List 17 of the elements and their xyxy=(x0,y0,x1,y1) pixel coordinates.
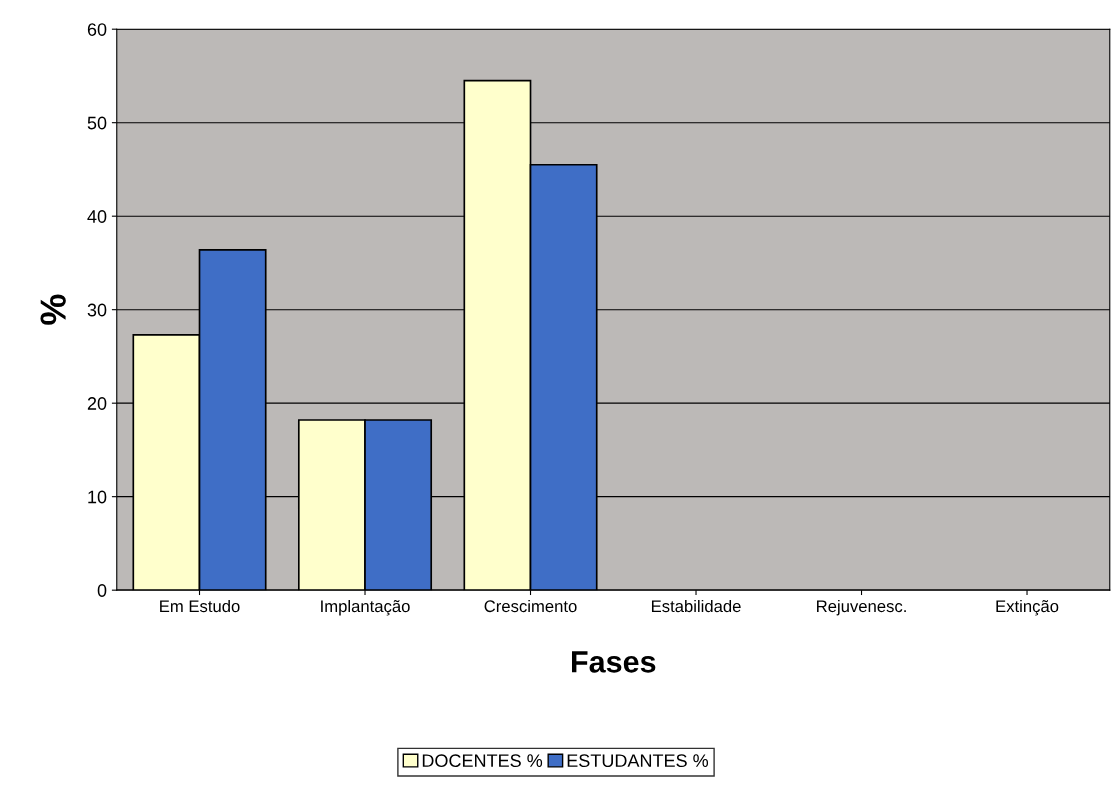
x-tick-label: Implantação xyxy=(321,599,410,616)
x-axis-title: Fases xyxy=(572,651,656,673)
x-tick-label: Em Estudo xyxy=(160,599,240,613)
x-tick-label: Extinção xyxy=(996,599,1059,616)
x-tick-label: Estabilidade xyxy=(651,599,741,613)
legend-label: DOCENTES % xyxy=(422,754,543,768)
y-tick-label: 30 xyxy=(87,303,107,317)
y-tick-label: 20 xyxy=(87,397,107,410)
y-tick-label: 10 xyxy=(88,490,107,504)
y-tick-label: 40 xyxy=(87,210,107,223)
x-tick-label: Rejuvenesc. xyxy=(817,599,906,616)
y-tick-label: 60 xyxy=(87,23,107,36)
y-tick-label: 0 xyxy=(97,584,107,597)
y-tick-label: 50 xyxy=(87,116,107,130)
legend-label: ESTUDANTES % xyxy=(567,754,709,768)
y-axis-title: % xyxy=(40,294,66,325)
x-tick-label: Crescimento xyxy=(484,599,577,613)
